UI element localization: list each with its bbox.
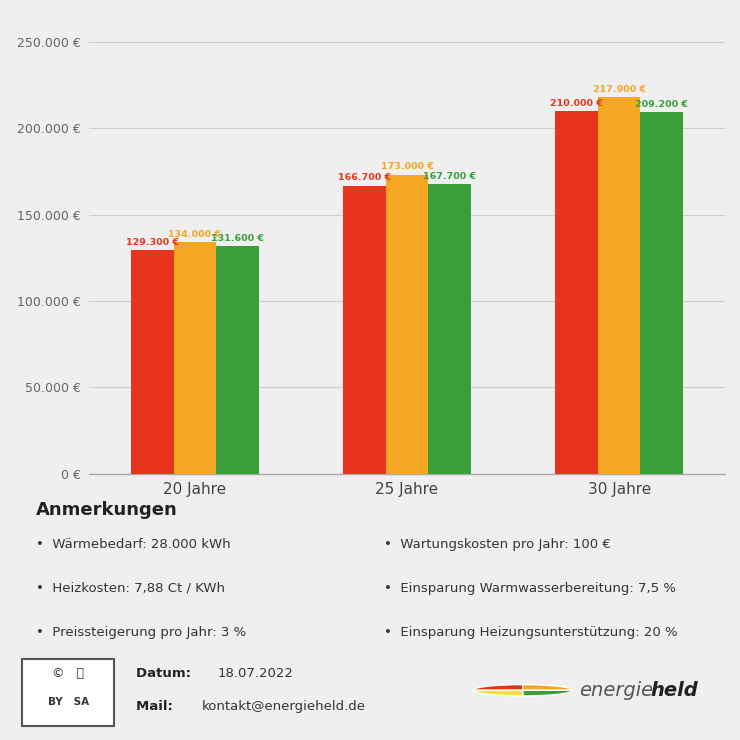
- Text: Mail:: Mail:: [135, 700, 177, 713]
- Text: 134.000 €: 134.000 €: [169, 230, 221, 239]
- Wedge shape: [522, 690, 573, 696]
- Text: •  Preissteigerung pro Jahr: 3 %: • Preissteigerung pro Jahr: 3 %: [36, 626, 246, 639]
- Bar: [386, 175, 428, 474]
- Text: 129.300 €: 129.300 €: [126, 238, 179, 247]
- Text: •  Einsparung Warmwasserbereitung: 7,5 %: • Einsparung Warmwasserbereitung: 7,5 %: [384, 582, 676, 595]
- Text: 18.07.2022: 18.07.2022: [218, 667, 293, 681]
- Legend: Keine Solarthermie, Warmwasserbereitung, Heizungsunterstützung: Keine Solarthermie, Warmwasserbereitung,…: [95, 0, 645, 1]
- Wedge shape: [522, 684, 573, 690]
- Bar: [598, 98, 640, 474]
- Text: •  Einsparung Heizungsunterstützung: 20 %: • Einsparung Heizungsunterstützung: 20 %: [384, 626, 678, 639]
- Bar: [343, 186, 386, 474]
- Wedge shape: [473, 684, 522, 690]
- FancyBboxPatch shape: [22, 659, 114, 726]
- Text: BY   SA: BY SA: [47, 696, 89, 707]
- Text: 173.000 €: 173.000 €: [380, 163, 434, 172]
- Text: 131.600 €: 131.600 €: [211, 234, 263, 243]
- Wedge shape: [473, 690, 522, 696]
- Text: •  Heizkosten: 7,88 Ct / KWh: • Heizkosten: 7,88 Ct / KWh: [36, 582, 225, 595]
- Text: Datum:: Datum:: [135, 667, 195, 681]
- Bar: [556, 111, 598, 474]
- Text: energie: energie: [579, 681, 653, 700]
- Text: 210.000 €: 210.000 €: [551, 98, 603, 107]
- Text: •  Wärmebedarf: 28.000 kWh: • Wärmebedarf: 28.000 kWh: [36, 538, 231, 551]
- Bar: [640, 112, 683, 474]
- Text: Anmerkungen: Anmerkungen: [36, 500, 178, 519]
- Text: 166.700 €: 166.700 €: [338, 173, 391, 182]
- Bar: [428, 184, 471, 474]
- Text: 209.200 €: 209.200 €: [635, 100, 688, 109]
- Text: ©   ⓞ: © ⓞ: [52, 667, 84, 681]
- Text: •  Wartungskosten pro Jahr: 100 €: • Wartungskosten pro Jahr: 100 €: [384, 538, 611, 551]
- Text: 167.700 €: 167.700 €: [423, 172, 476, 181]
- Bar: [174, 242, 216, 474]
- Bar: [216, 246, 258, 474]
- Bar: [131, 250, 174, 474]
- Text: 217.900 €: 217.900 €: [593, 85, 646, 94]
- Text: kontakt@energieheld.de: kontakt@energieheld.de: [201, 700, 366, 713]
- Text: held: held: [650, 681, 699, 700]
